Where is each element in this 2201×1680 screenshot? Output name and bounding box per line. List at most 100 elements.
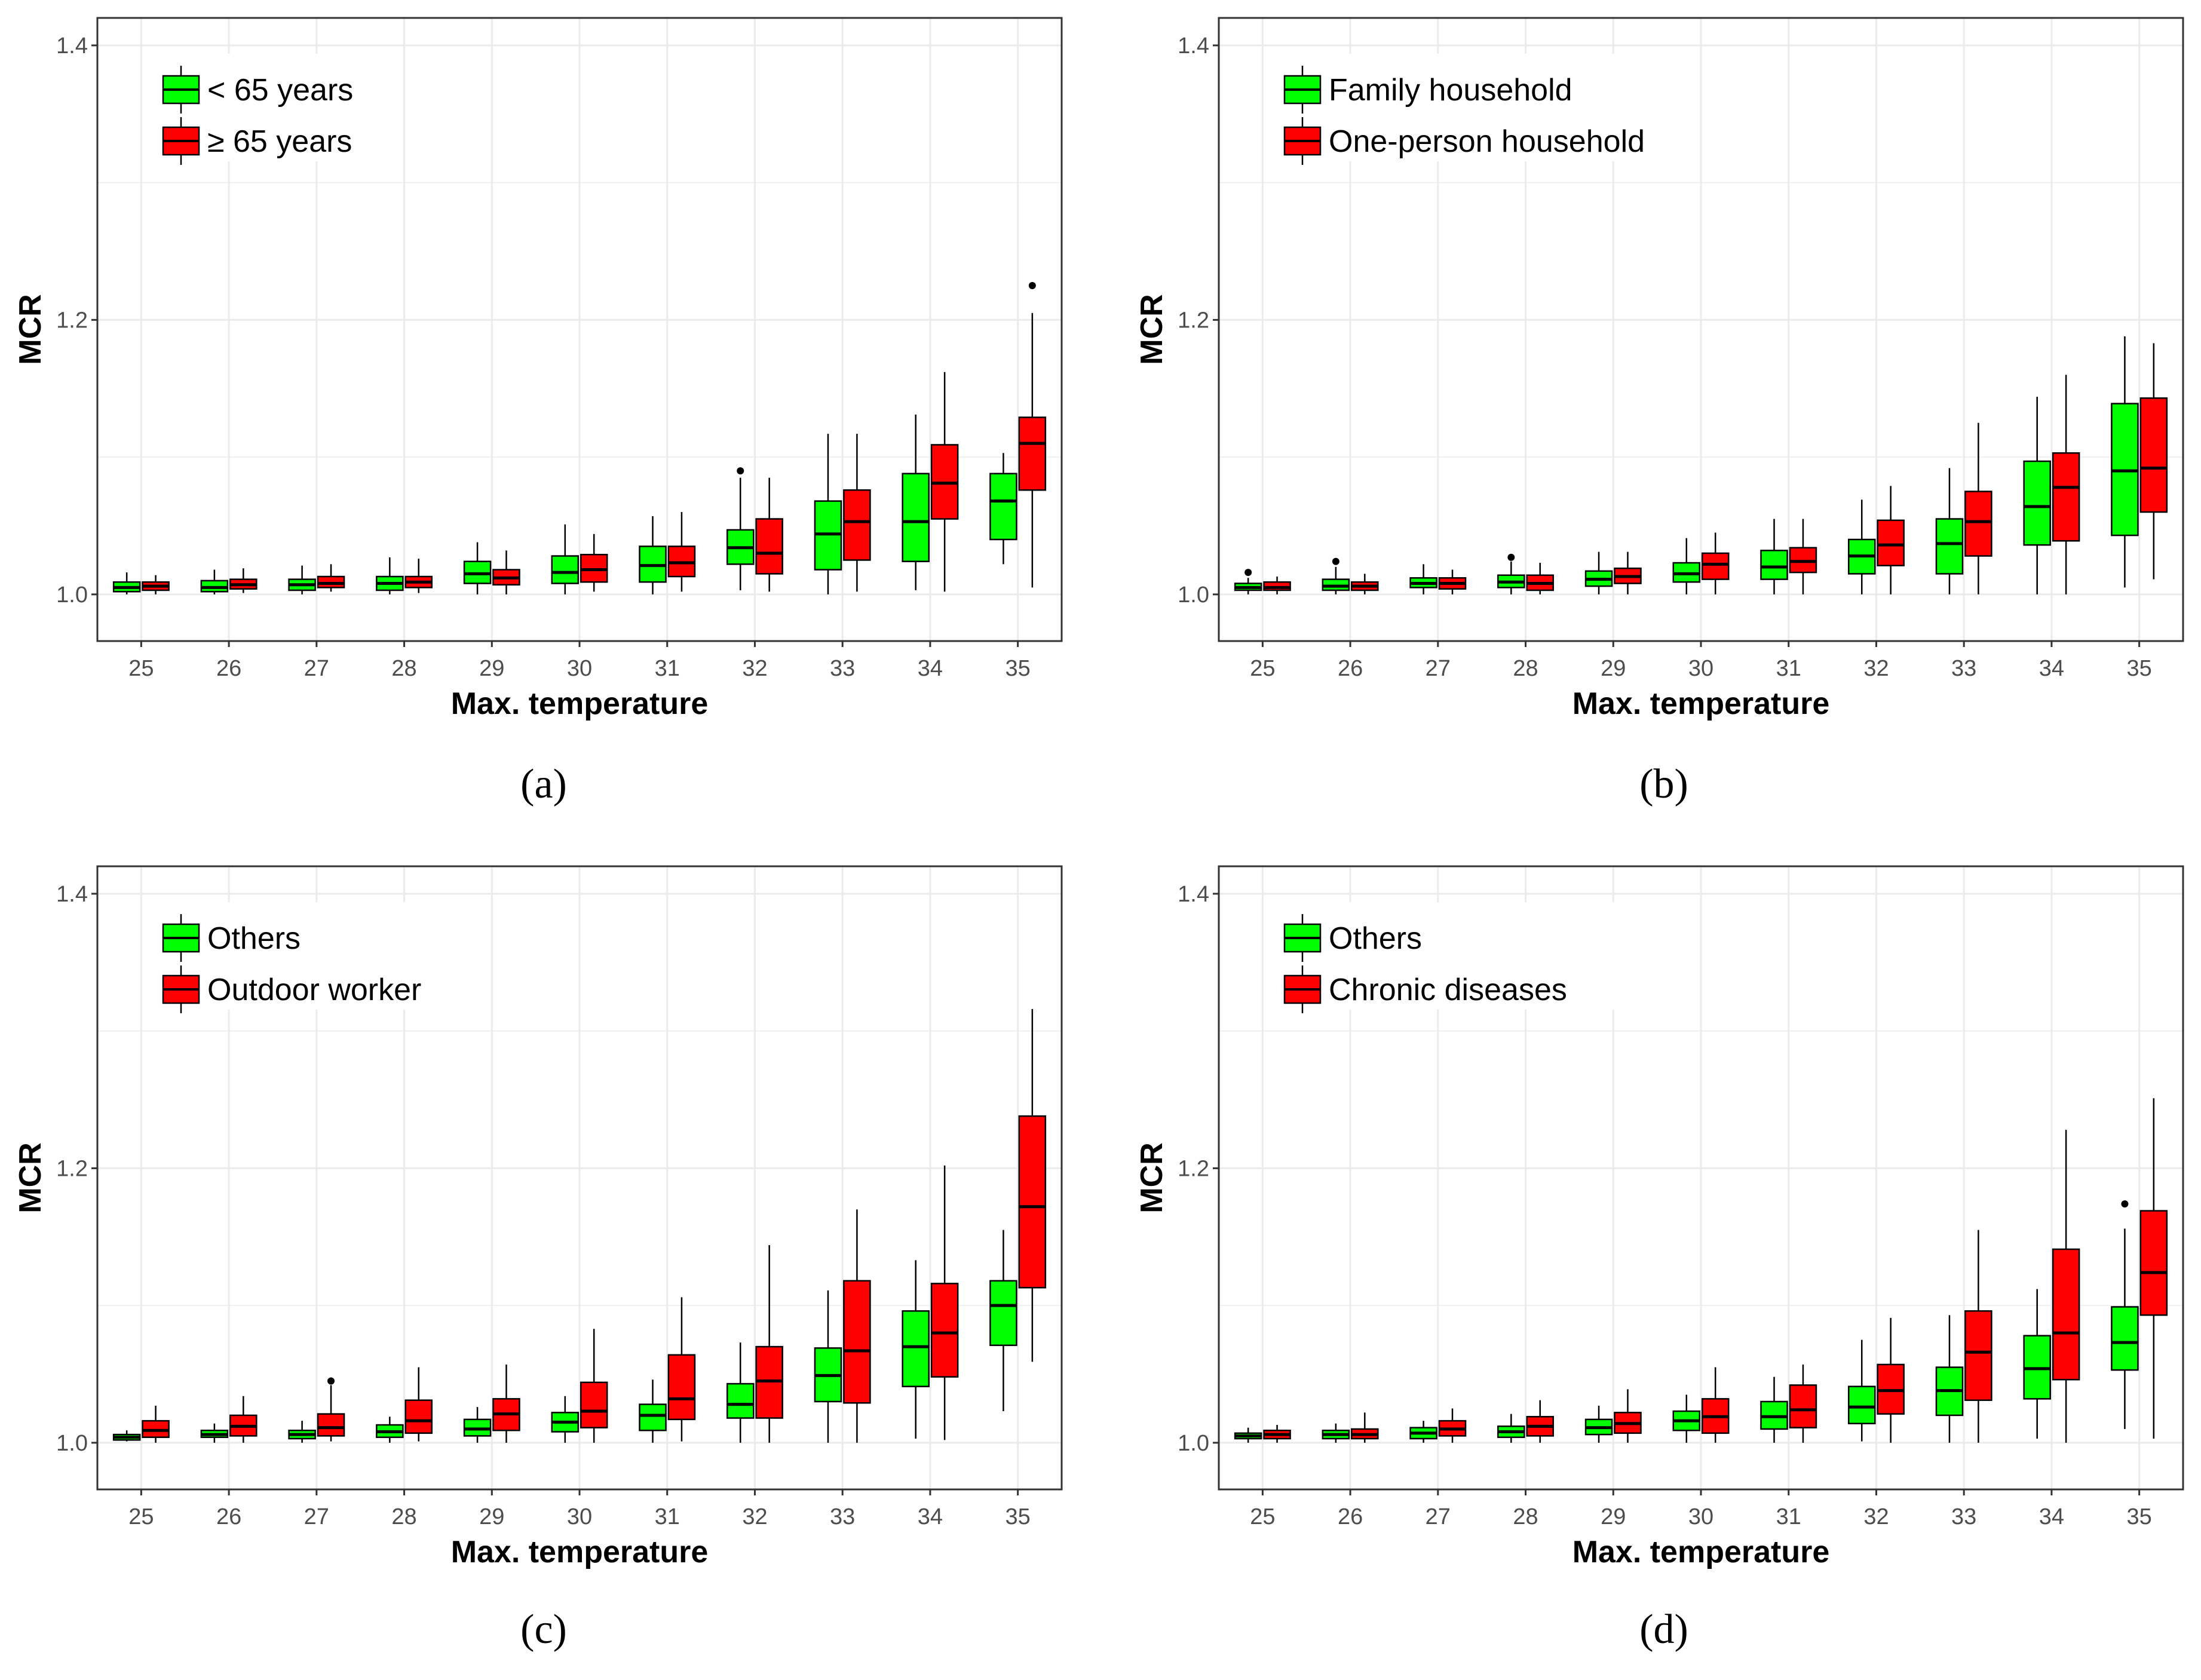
x-tick-label: 30 xyxy=(1688,1504,1713,1529)
box-group2-35 xyxy=(1018,281,1047,588)
box-body xyxy=(2052,452,2080,542)
x-tick-label: 26 xyxy=(1338,1504,1363,1529)
box-group2-34 xyxy=(930,1165,959,1440)
x-tick-label: 25 xyxy=(128,656,154,681)
x-tick-label: 30 xyxy=(567,1504,592,1529)
box-group1-25 xyxy=(112,1430,141,1442)
box-group2-27 xyxy=(317,1377,345,1442)
legend-background xyxy=(1270,902,1615,1010)
box-body xyxy=(1018,1115,1047,1289)
x-tick-label: 35 xyxy=(2126,1504,2151,1529)
legend-label: One-person household xyxy=(1329,124,1645,159)
x-tick-label: 27 xyxy=(304,656,329,681)
box-body xyxy=(843,489,871,561)
x-tick-label: 33 xyxy=(1951,656,1976,681)
box-group2-35 xyxy=(1018,1008,1047,1362)
y-tick-label: 1.2 xyxy=(1178,308,1209,333)
box-group2-34 xyxy=(930,372,959,592)
box-group1-29 xyxy=(1584,551,1613,594)
outlier-point xyxy=(1028,281,1036,289)
x-tick-label: 34 xyxy=(2039,1504,2064,1529)
y-tick-label: 1.2 xyxy=(1178,1156,1209,1181)
box-body xyxy=(989,1280,1017,1347)
legend-label: Others xyxy=(1329,921,1422,956)
legend: Family household One-person household xyxy=(1270,54,1682,165)
box-group2-31 xyxy=(667,1297,696,1442)
box-group2-32 xyxy=(1877,1317,1905,1443)
legend-item-group2: One-person household xyxy=(1283,117,1645,165)
legend: Others Outdoor worker xyxy=(148,902,460,1013)
box-group1-26 xyxy=(200,1423,229,1443)
box-group2-31 xyxy=(1789,519,1817,594)
box-group2-25 xyxy=(142,1405,170,1443)
box-body xyxy=(1789,1384,1817,1428)
box-group2-31 xyxy=(667,512,696,592)
box-group1-30 xyxy=(1672,538,1701,594)
x-tick-label: 32 xyxy=(742,1504,767,1529)
x-tick-label: 29 xyxy=(479,656,504,681)
box-body xyxy=(1877,519,1905,566)
box-body xyxy=(639,1403,667,1431)
x-tick-label: 35 xyxy=(1005,1504,1030,1529)
box-group2-27 xyxy=(1438,569,1467,594)
box-group1-35 xyxy=(2111,336,2139,588)
x-axis-title: Max. temperature xyxy=(1572,1535,1830,1569)
legend-label: Outdoor worker xyxy=(207,973,421,1007)
x-tick-label: 34 xyxy=(918,1504,943,1529)
x-tick-label: 26 xyxy=(216,1504,241,1529)
box-group2-27 xyxy=(1438,1408,1467,1443)
y-tick-label: 1.0 xyxy=(56,583,88,608)
box-body xyxy=(989,473,1017,541)
box-body xyxy=(930,1283,959,1378)
box-group1-33 xyxy=(1935,468,1964,594)
legend-label: Family household xyxy=(1329,73,1572,108)
box-body xyxy=(2139,397,2168,513)
x-tick-label: 29 xyxy=(1601,1504,1626,1529)
x-tick-label: 25 xyxy=(1250,1504,1275,1529)
box-group1-30 xyxy=(551,1396,580,1443)
box-group2-31 xyxy=(1789,1364,1817,1443)
box-group1-26 xyxy=(1322,1423,1350,1443)
outlier-point xyxy=(1244,569,1252,577)
y-axis-title: MCR xyxy=(1135,1142,1169,1213)
x-tick-label: 33 xyxy=(1951,1504,1976,1529)
x-tick-label: 27 xyxy=(304,1504,329,1529)
x-tick-label: 28 xyxy=(391,1504,416,1529)
box-group2-30 xyxy=(580,534,608,592)
box-body xyxy=(404,1399,433,1434)
legend-item-group1: Others xyxy=(162,914,301,962)
box-group1-32 xyxy=(726,1342,755,1443)
box-group2-33 xyxy=(843,1209,871,1443)
panel-caption: (a) xyxy=(520,761,567,807)
x-tick-label: 27 xyxy=(1426,656,1451,681)
box-group1-29 xyxy=(463,1407,492,1443)
box-group2-25 xyxy=(1263,1425,1291,1443)
x-tick-label: 29 xyxy=(479,1504,504,1529)
box-body xyxy=(755,518,783,575)
box-group2-33 xyxy=(1964,1230,1992,1443)
box-group1-25 xyxy=(1234,569,1262,594)
box-body xyxy=(551,555,580,584)
box-group1-35 xyxy=(989,1230,1017,1412)
box-group1-28 xyxy=(1497,1414,1525,1443)
box-body xyxy=(1964,490,1992,557)
box-group1-33 xyxy=(814,434,842,594)
box-body xyxy=(1847,1385,1876,1424)
x-tick-label: 28 xyxy=(1513,1504,1538,1529)
y-tick-label: 1.4 xyxy=(1178,882,1209,907)
box-group1-28 xyxy=(376,1417,404,1443)
box-group2-34 xyxy=(2052,375,2080,594)
x-tick-label: 34 xyxy=(918,656,943,681)
box-group1-27 xyxy=(288,565,316,594)
box-body xyxy=(902,1310,930,1387)
box-body xyxy=(726,1382,755,1419)
box-group1-31 xyxy=(1760,1377,1788,1443)
box-group1-30 xyxy=(1672,1394,1701,1443)
box-group1-31 xyxy=(639,516,667,594)
box-group2-25 xyxy=(1263,577,1291,594)
x-tick-label: 28 xyxy=(1513,656,1538,681)
box-body xyxy=(2139,1210,2168,1316)
legend-item-group1: Others xyxy=(1283,914,1422,962)
x-tick-label: 26 xyxy=(216,656,241,681)
